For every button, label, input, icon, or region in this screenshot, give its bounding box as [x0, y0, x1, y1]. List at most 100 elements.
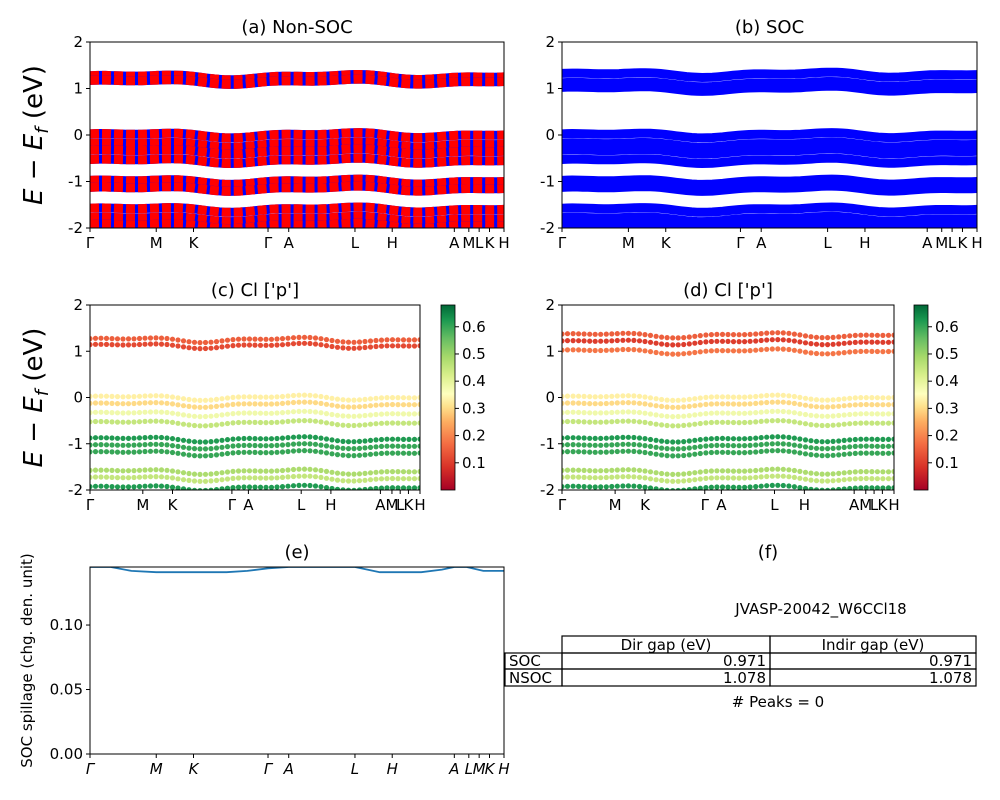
scatter-point-d: [736, 436, 742, 442]
scatter-point-d: [753, 347, 759, 353]
scatter-point-d: [581, 410, 587, 416]
scatter-point-c: [109, 410, 115, 416]
scatter-point-c: [329, 411, 335, 418]
scatter-point-c: [307, 340, 313, 347]
band-blue-b: [562, 77, 977, 92]
scatter-point-c: [114, 475, 121, 481]
scatter-point-d: [841, 444, 847, 450]
scatter-point-d: [675, 446, 681, 452]
scatter-point-d: [670, 342, 676, 348]
scatter-point-c: [367, 421, 374, 427]
scatter-point-c: [301, 334, 308, 340]
scatter-point-d: [570, 467, 576, 473]
scatter-point-c: [395, 337, 401, 343]
x-tick-label-b: H: [971, 234, 982, 252]
scatter-point-d: [625, 474, 632, 480]
scatter-point-d: [730, 410, 737, 416]
scatter-point-d: [852, 469, 858, 475]
scatter-point-d: [570, 331, 576, 337]
scatter-point-d: [747, 468, 753, 474]
scatter-point-d: [753, 400, 759, 406]
scatter-point-d: [664, 404, 670, 410]
scatter-point-c: [213, 396, 220, 402]
scatter-point-d: [631, 330, 637, 337]
scatter-point-d: [780, 408, 786, 415]
scatter-point-d: [592, 331, 598, 337]
scatter-point-c: [224, 343, 231, 349]
scatter-point-d: [819, 404, 825, 410]
scatter-point-c: [406, 420, 412, 426]
scatter-point-c: [362, 452, 368, 458]
scatter-point-c: [92, 442, 99, 448]
scatter-point-c: [202, 345, 209, 352]
scatter-point-d: [841, 421, 847, 427]
scatter-point-c: [290, 409, 297, 415]
scatter-point-c: [378, 469, 385, 475]
scatter-point-c: [252, 468, 258, 474]
scatter-point-d: [681, 439, 687, 445]
scatter-point-d: [797, 401, 803, 407]
scatter-point-c: [340, 487, 346, 490]
scatter-point-d: [764, 483, 770, 489]
scatter-point-c: [92, 335, 99, 341]
colorbar-tick-label-d: 0.3: [935, 399, 959, 417]
scatter-point-d: [874, 450, 881, 456]
scatter-point-d: [841, 333, 847, 339]
scatter-point-d: [836, 341, 842, 347]
scatter-point-d: [686, 452, 692, 458]
scatter-point-c: [279, 449, 286, 455]
scatter-point-c: [323, 337, 330, 343]
scatter-point-d: [703, 411, 709, 417]
scatter-point-c: [158, 441, 165, 448]
scatter-point-d: [697, 411, 703, 417]
scatter-point-d: [703, 450, 709, 456]
scatter-point-c: [202, 478, 209, 484]
y-tick-label-c: -1: [68, 435, 83, 453]
scatter-point-d: [880, 349, 886, 355]
scatter-point-d: [847, 451, 853, 457]
scatter-point-d: [642, 348, 648, 354]
scatter-point-d: [625, 467, 632, 473]
scatter-point-c: [340, 404, 346, 410]
scatter-point-d: [786, 441, 792, 447]
scatter-point-d: [769, 392, 775, 398]
scatter-point-d: [880, 476, 886, 482]
scatter-point-c: [362, 403, 368, 409]
scatter-point-c: [197, 340, 203, 346]
scatter-point-d: [664, 439, 670, 445]
scatter-point-c: [208, 471, 214, 477]
scatter-point-d: [587, 410, 593, 416]
scatter-point-d: [675, 351, 681, 357]
x-tick-label-c: H: [414, 496, 425, 514]
scatter-point-d: [825, 397, 831, 403]
scatter-point-d: [764, 434, 770, 440]
scatter-point-c: [252, 449, 258, 455]
x-tick-label-a: K: [189, 234, 200, 252]
scatter-point-c: [202, 413, 209, 420]
x-tick-label-b: K: [661, 234, 672, 252]
scatter-point-d: [598, 419, 604, 425]
scatter-point-d: [647, 402, 654, 408]
scatter-point-c: [263, 484, 269, 490]
scatter-point-c: [252, 442, 258, 449]
scatter-point-d: [631, 467, 637, 473]
scatter-point-c: [301, 418, 308, 424]
scatter-point-c: [180, 451, 187, 457]
scatter-point-c: [285, 418, 291, 424]
x-tick-label-e: H: [498, 760, 509, 778]
scatter-point-c: [153, 418, 159, 424]
scatter-point-d: [747, 410, 753, 416]
scatter-point-d: [786, 409, 792, 415]
scatter-point-d: [836, 350, 842, 356]
scatter-point-d: [653, 451, 659, 457]
x-tick-label-a: Γ: [86, 234, 95, 252]
scatter-point-c: [92, 483, 99, 489]
scatter-point-d: [576, 483, 582, 489]
scatter-point-d: [603, 468, 609, 474]
scatter-point-c: [307, 408, 313, 415]
scatter-point-c: [378, 450, 385, 456]
scatter-point-d: [769, 473, 775, 479]
scatter-point-d: [686, 487, 692, 490]
scatter-point-d: [758, 418, 764, 424]
